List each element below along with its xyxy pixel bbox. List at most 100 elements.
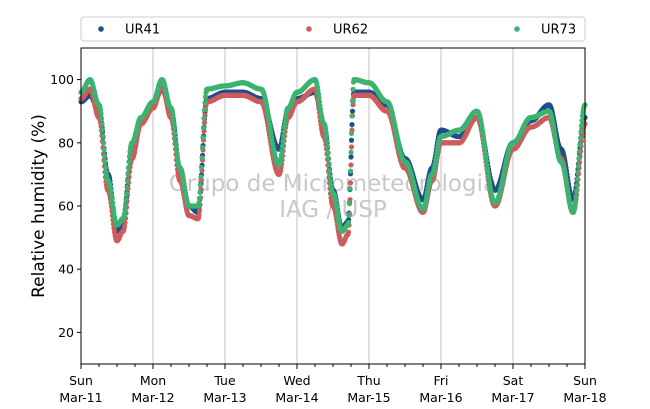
data-point [482, 150, 489, 156]
data-point [348, 144, 355, 150]
data-point [200, 134, 206, 140]
data-point [122, 202, 129, 208]
x-tick-label-date: Mar-17 [491, 390, 534, 405]
data-point [199, 155, 205, 161]
data-point [280, 138, 286, 145]
data-point [573, 193, 579, 200]
legend-entry-ur73: UR73 [514, 23, 576, 38]
data-point [282, 119, 288, 125]
data-point [281, 128, 287, 135]
x-tick-label-date: Mar-18 [563, 390, 606, 405]
data-point [578, 123, 585, 129]
data-point [326, 167, 333, 174]
data-point [280, 133, 287, 140]
x-tick-label-date: Mar-14 [275, 390, 318, 405]
x-tick-label-day: Thu [356, 373, 380, 388]
data-point [196, 195, 203, 201]
data-point [481, 142, 488, 148]
legend-label: UR73 [541, 23, 576, 38]
data-point [576, 156, 582, 162]
data-point [345, 219, 352, 226]
data-point [197, 189, 203, 195]
data-point [346, 201, 353, 207]
data-point [325, 156, 332, 162]
data-point [325, 149, 331, 156]
data-point [347, 186, 353, 192]
data-point [323, 129, 329, 135]
series-ur73 [78, 77, 588, 234]
data-point [171, 120, 177, 126]
data-point [327, 178, 334, 184]
data-point [174, 150, 180, 156]
x-tick-label-day: Mon [140, 373, 166, 388]
data-point [579, 113, 586, 119]
data-point [102, 159, 108, 165]
data-point [196, 212, 202, 218]
data-point [197, 182, 204, 188]
y-tick-label: 100 [50, 72, 74, 87]
data-point [481, 138, 487, 144]
data-point [482, 146, 488, 152]
data-point [101, 153, 108, 159]
data-point [126, 159, 132, 165]
data-point [350, 102, 356, 108]
data-point [100, 133, 106, 139]
data-point [575, 163, 582, 169]
data-point [347, 197, 353, 203]
data-point [483, 158, 490, 164]
data-point [577, 142, 583, 148]
data-point [578, 129, 584, 135]
x-tick-label-day: Fri [434, 373, 449, 388]
data-point [579, 118, 585, 124]
data-point [279, 143, 286, 149]
data-point [350, 86, 356, 92]
data-point [196, 199, 202, 206]
data-point [327, 173, 333, 179]
data-point [103, 169, 109, 175]
x-tick-label-date: Mar-15 [347, 390, 390, 405]
y-tick-label: 80 [58, 135, 74, 150]
y-tick-label: 20 [58, 325, 74, 340]
x-axis: Sun Mar-11 Mon Mar-12 Tue Mar-13 Wed Mar-14 Thu M… [59, 364, 607, 405]
legend-entry-ur41: UR41 [98, 23, 160, 38]
data-point [323, 133, 330, 139]
data-point [348, 130, 355, 137]
y-tick-label: 40 [58, 262, 74, 277]
data-point [347, 180, 354, 186]
data-point [172, 130, 178, 136]
data-point [100, 140, 107, 146]
data-point [577, 135, 584, 141]
data-point [202, 94, 209, 100]
x-tick-label-day: Tue [213, 373, 236, 388]
data-point [126, 153, 133, 159]
data-point [349, 113, 355, 119]
data-point [346, 212, 352, 218]
data-point [316, 95, 322, 101]
data-point [324, 138, 330, 144]
data-point [173, 140, 179, 146]
data-point [121, 210, 128, 217]
data-point [316, 99, 323, 105]
data-point [575, 169, 581, 176]
y-tick-label: 60 [58, 199, 74, 214]
legend-entry-ur62: UR62 [306, 23, 368, 38]
data-point [281, 124, 288, 130]
data-point [127, 149, 133, 155]
data-point [483, 154, 489, 160]
data-point [196, 208, 203, 214]
legend: UR41 UR62 UR73 [80, 16, 586, 42]
data-point [122, 220, 128, 226]
legend-marker [306, 26, 312, 32]
legend-frame [80, 16, 586, 42]
legend-marker [98, 26, 104, 32]
x-tick-label-day: Sun [69, 373, 93, 388]
data-point [123, 197, 129, 203]
data-point [573, 188, 580, 194]
x-tick-label-day: Sat [503, 373, 524, 388]
data-point [348, 162, 354, 168]
legend-label: UR41 [125, 23, 160, 38]
x-tick-label-date: Mar-13 [203, 390, 246, 405]
y-axis-label: Relative humidity (%) [29, 114, 49, 298]
